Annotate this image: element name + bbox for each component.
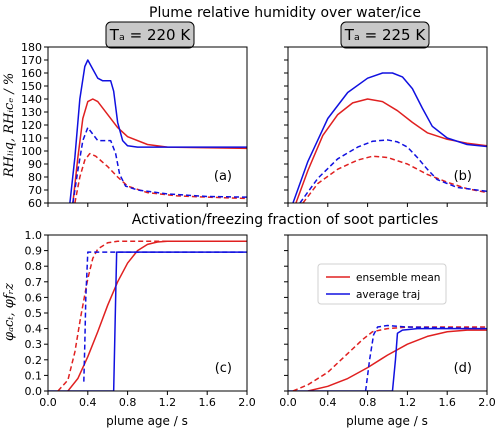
y-tick-label: 110 bbox=[21, 132, 42, 145]
legend-label-traj: average traj bbox=[356, 289, 420, 301]
ylabel-bottom: φₐcₜ, φfᵣz bbox=[2, 283, 17, 341]
y-tick-label: 0.8 bbox=[25, 260, 43, 273]
col-label-right: Tₐ = 225 K bbox=[344, 26, 427, 44]
col-label-left: Tₐ = 220 K bbox=[109, 26, 192, 44]
y-tick-label: 0.9 bbox=[25, 245, 43, 258]
series-line-ensemble-solid bbox=[295, 98, 487, 203]
y-tick-label: 0.1 bbox=[25, 369, 43, 382]
panel-letter: (c) bbox=[215, 361, 232, 376]
y-tick-label: 150 bbox=[21, 80, 42, 93]
y-tick-label: 180 bbox=[21, 41, 42, 54]
title-bottom: Activation/freezing fraction of soot par… bbox=[132, 212, 439, 228]
series-line-traj-dashed bbox=[364, 324, 487, 391]
panel-letter: (a) bbox=[214, 169, 232, 184]
y-tick-label: 0.3 bbox=[25, 338, 43, 351]
series-line-ensemble-solid bbox=[72, 98, 247, 203]
col-label-right-box bbox=[340, 21, 430, 49]
legend-label-ensemble: ensemble mean bbox=[356, 272, 440, 284]
col-label-left-box bbox=[105, 21, 195, 49]
x-tick-label: 0.4 bbox=[79, 396, 97, 409]
y-tick-label: 1.0 bbox=[25, 229, 43, 242]
y-tick-label: 0.6 bbox=[25, 291, 43, 304]
y-tick-label: 0.7 bbox=[25, 276, 43, 289]
y-tick-label: 140 bbox=[21, 93, 42, 106]
y-tick-label: 120 bbox=[21, 119, 42, 132]
y-tick-label: 90 bbox=[28, 158, 42, 171]
y-tick-label: 0.5 bbox=[25, 307, 43, 320]
panel-letter: (b) bbox=[454, 169, 472, 184]
panel-c: 0.0 0.4 0.8 1.2 1.6 2.0 0.0 0.1 0.2 0.3 0.4 0.5 0.6 0… bbox=[25, 229, 256, 409]
panel-b: (b) bbox=[284, 46, 488, 207]
xlabel-left: plume age / s bbox=[106, 414, 188, 428]
series-line-traj-dashed bbox=[299, 139, 487, 203]
x-tick-label: 1.6 bbox=[438, 396, 456, 409]
xlabel-right: plume age / s bbox=[346, 414, 428, 428]
x-tick-label: 2.0 bbox=[478, 396, 496, 409]
x-tick-label: 2.0 bbox=[238, 396, 256, 409]
y-tick-label: 70 bbox=[28, 184, 42, 197]
series-line-traj-dashed bbox=[83, 251, 247, 382]
x-tick-label: 1.2 bbox=[399, 396, 417, 409]
y-tick-label: 0.2 bbox=[25, 354, 43, 367]
x-tick-label: 0.8 bbox=[119, 396, 137, 409]
y-tick-label: 170 bbox=[21, 54, 42, 67]
series-line-ensemble-dashed bbox=[57, 240, 247, 391]
series-line-ensemble-dashed bbox=[302, 155, 487, 203]
y-tick-label: 130 bbox=[21, 106, 42, 119]
y-tick-label: 100 bbox=[21, 145, 42, 158]
y-tick-label: 0.0 bbox=[25, 385, 43, 398]
panel-d: 0.0 0.4 0.8 1.2 1.6 2.0 (d) bbox=[279, 234, 496, 409]
panel-letter: (d) bbox=[454, 361, 472, 376]
series-line-traj-solid bbox=[69, 59, 247, 203]
series-line-traj-dashed bbox=[72, 126, 247, 203]
series-line-ensemble-dashed bbox=[74, 152, 247, 203]
y-tick-label: 80 bbox=[28, 171, 42, 184]
y-tick-label: 0.4 bbox=[25, 323, 43, 336]
x-tick-label: 1.6 bbox=[198, 396, 216, 409]
series-line-ensemble-dashed bbox=[292, 326, 487, 391]
y-tick-label: 160 bbox=[21, 67, 42, 80]
x-tick-label: 0.4 bbox=[319, 396, 337, 409]
title-top: Plume relative humidity over water/ice bbox=[149, 5, 421, 21]
x-tick-label: 0.8 bbox=[359, 396, 377, 409]
x-tick-label: 0.0 bbox=[39, 396, 57, 409]
x-tick-label: 0.0 bbox=[279, 396, 297, 409]
series-line-traj-solid bbox=[288, 327, 487, 391]
x-tick-label: 1.2 bbox=[159, 396, 177, 409]
ylabel-top: RHₗᵢq, RHᵢcₑ / % bbox=[2, 73, 17, 179]
legend: ensemble mean average traj bbox=[317, 263, 447, 305]
series-line-traj-solid bbox=[292, 72, 487, 203]
y-tick-label: 60 bbox=[28, 197, 42, 210]
series-line-ensemble-solid bbox=[307, 329, 487, 391]
